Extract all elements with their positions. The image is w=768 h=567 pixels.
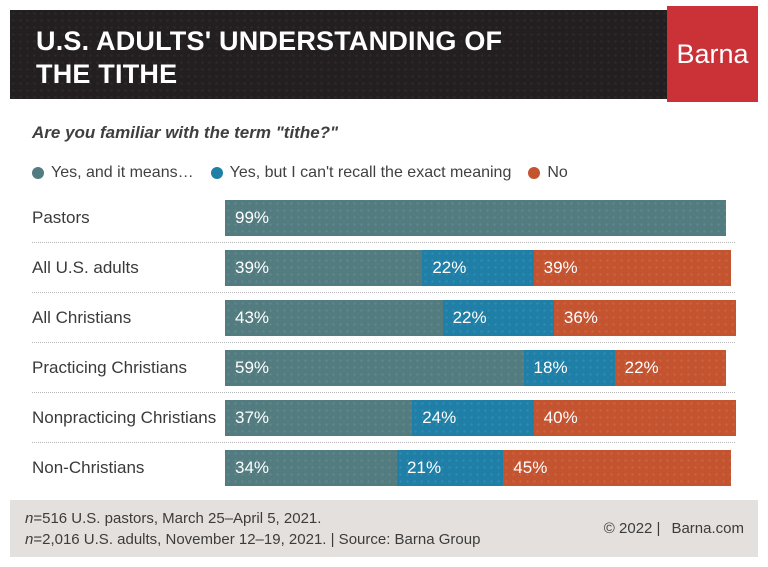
footer-notes: n=516 U.S. pastors, March 25–April 5, 20…	[25, 508, 480, 550]
bar-segment: 59%	[225, 350, 524, 386]
bar-value-label: 24%	[422, 408, 457, 427]
bar-value-label: 22%	[452, 308, 487, 327]
bar-segment: 36%	[553, 300, 737, 336]
legend-label: Yes, but I can't recall the exact meanin…	[229, 164, 512, 181]
chart-row: Nonpracticing Christians 37% 24% 40%	[32, 400, 737, 443]
legend-dot-icon	[32, 167, 44, 179]
legend-item: No	[528, 164, 568, 182]
legend-dot-icon	[528, 167, 541, 179]
bar-track: 59% 18% 22%	[225, 350, 731, 386]
legend-item: Yes, but I can't recall the exact meanin…	[210, 164, 512, 182]
category-label: Nonpracticing Christians	[32, 408, 217, 427]
bar-value-label: 45%	[513, 458, 548, 477]
legend-label: Yes, and it means…	[51, 164, 194, 181]
bar-segment: 22%	[442, 300, 554, 336]
category-label: Non-Christians	[32, 458, 145, 477]
chart-row: All Christians 43% 22% 36%	[32, 300, 737, 343]
bar-segment: 22%	[422, 250, 534, 286]
bar-segment: 45%	[503, 450, 731, 486]
chart-row: Practicing Christians 59% 18% 22%	[32, 350, 735, 393]
sample-note-adults: n=2,016 U.S. adults, November 12–19, 202…	[25, 531, 481, 548]
bar-track: 99%	[225, 200, 731, 236]
bar-segment: 39%	[225, 250, 423, 286]
bar-value-label: 59%	[235, 358, 270, 377]
bar-value-label: 43%	[235, 308, 270, 327]
bar-segment: 18%	[523, 350, 615, 386]
header-bar: U.S. ADULTS' UNDERSTANDING OF THE TITHE	[10, 10, 757, 99]
barna-logo-text: Barna	[676, 38, 749, 69]
bar-segment: 99%	[225, 200, 726, 236]
bar-value-label: 22%	[624, 358, 659, 377]
bar-value-label: 40%	[543, 408, 578, 427]
page-title-line1: U.S. ADULTS' UNDERSTANDING OF	[36, 26, 503, 56]
bar-track: 34% 21% 45%	[225, 450, 731, 486]
page-title: U.S. ADULTS' UNDERSTANDING OF THE TITHE	[36, 25, 502, 91]
category-label: All U.S. adults	[32, 258, 139, 277]
bar-segment: 34%	[225, 450, 398, 486]
bar-value-label: 34%	[235, 458, 270, 477]
n-symbol: n	[25, 510, 34, 527]
category-label: All Christians	[32, 308, 132, 327]
bar-value-label: 36%	[563, 308, 598, 327]
bar-value-label: 18%	[533, 358, 568, 377]
category-label: Practicing Christians	[32, 358, 187, 377]
bar-segment: 24%	[412, 400, 534, 436]
bar-value-label: 21%	[407, 458, 442, 477]
chart-row: Non-Christians 34% 21% 45%	[32, 450, 735, 486]
legend-item: Yes, and it means…	[32, 164, 194, 182]
footer-copyright: © 2022 | Barna.com	[604, 500, 744, 557]
bar-value-label: 39%	[543, 258, 578, 277]
bar-track: 37% 24% 40%	[225, 400, 737, 436]
bar-segment: 22%	[614, 350, 726, 386]
category-label: Pastors	[32, 208, 90, 227]
copyright-text: © 2022 |	[603, 520, 661, 537]
bar-track: 43% 22% 36%	[225, 300, 737, 336]
barna-site-link[interactable]: Barna.com	[671, 520, 744, 537]
chart-row: All U.S. adults 39% 22% 39%	[32, 250, 735, 293]
bar-track: 39% 22% 39%	[225, 250, 731, 286]
barna-logo: Barna	[667, 6, 758, 102]
n-symbol: n	[25, 531, 34, 548]
page-title-line2: THE TITHE	[36, 59, 178, 89]
sample-note-pastors: n=516 U.S. pastors, March 25–April 5, 20…	[25, 510, 322, 527]
bar-segment: 37%	[225, 400, 413, 436]
survey-question: Are you familiar with the term "tithe?"	[32, 123, 339, 142]
chart-legend: Yes, and it means… Yes, but I can't recal…	[32, 164, 568, 182]
bar-value-label: 99%	[235, 208, 270, 227]
bar-value-label: 39%	[235, 258, 270, 277]
legend-label: No	[547, 164, 568, 181]
stacked-bar-chart: Pastors 99% All U.S. adults 39% 22% 39% All Ch…	[32, 200, 737, 500]
chart-row: Pastors 99%	[32, 200, 735, 243]
bar-segment: 39%	[533, 250, 731, 286]
bar-value-label: 37%	[235, 408, 270, 427]
legend-dot-icon	[210, 167, 223, 179]
bar-value-label: 22%	[432, 258, 467, 277]
footer-bar: n=516 U.S. pastors, March 25–April 5, 20…	[10, 500, 758, 557]
bar-segment: 43%	[225, 300, 443, 336]
bar-segment: 21%	[397, 450, 504, 486]
bar-segment: 40%	[533, 400, 737, 436]
